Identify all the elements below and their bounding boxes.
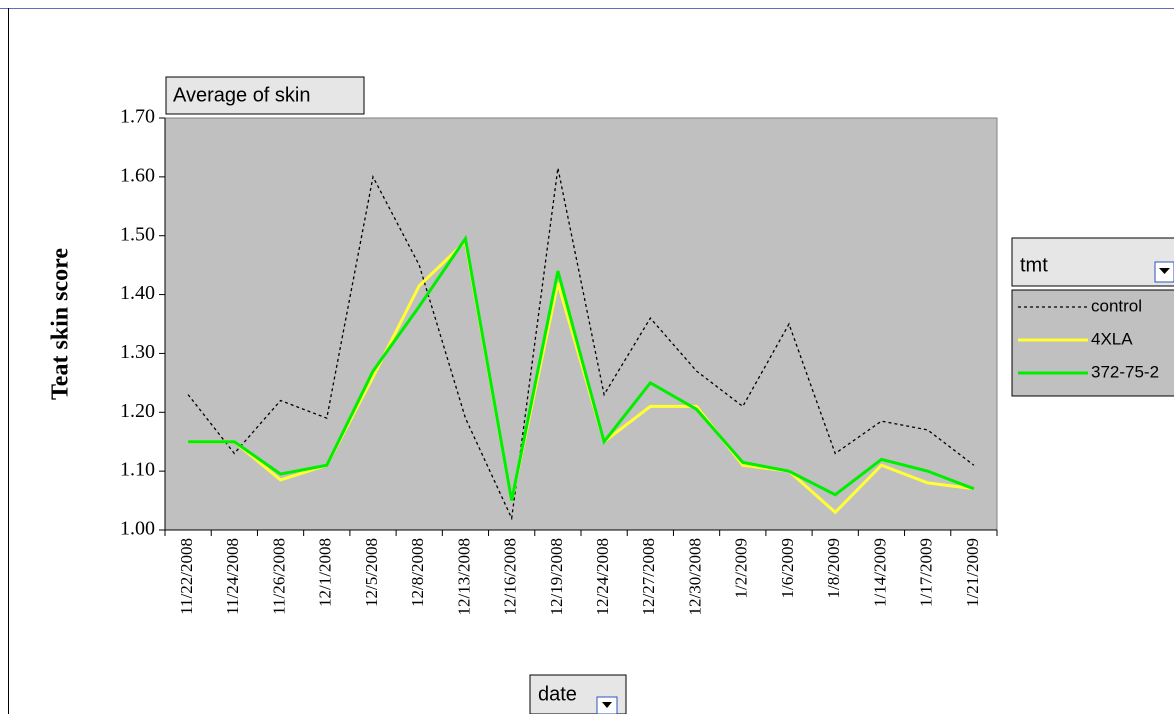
- x-field-label[interactable]: date: [538, 683, 577, 705]
- x-tick-label: 12/13/2008: [454, 538, 473, 615]
- x-tick-label: 11/24/2008: [223, 538, 242, 615]
- x-tick-label: 12/19/2008: [547, 538, 566, 615]
- series-line: [187, 167, 975, 521]
- x-tick-label: 12/1/2008: [316, 538, 335, 607]
- arrow-icon: [1159, 268, 1170, 274]
- x-tick-label: 12/27/2008: [639, 538, 658, 615]
- x-tick-label: 1/21/2009: [963, 538, 982, 607]
- y-tick-label: 1.40: [120, 282, 155, 304]
- x-tick-label: 11/26/2008: [269, 538, 288, 615]
- x-tick-label: 12/24/2008: [593, 538, 612, 615]
- x-tick-label: 1/6/2009: [778, 538, 797, 598]
- x-tick-label: 11/22/2008: [177, 538, 196, 615]
- y-tick-label: 1.30: [120, 341, 155, 363]
- arrow-icon: [602, 702, 612, 708]
- y-tick-label: 1.50: [120, 223, 155, 245]
- legend-label: 372-75-2: [1091, 362, 1159, 381]
- legend-box: [1011, 289, 1174, 397]
- data-field-button[interactable]: Average of skin: [165, 76, 365, 115]
- x-tick-label: 1/14/2009: [870, 538, 889, 607]
- x-tick-label: 12/8/2008: [408, 538, 427, 607]
- y-axis-title: Teat skin score: [48, 248, 74, 400]
- legend-label: 4XLA: [1091, 329, 1133, 348]
- x-tick-label: 1/17/2009: [917, 538, 936, 607]
- legend-title[interactable]: tmt: [1020, 254, 1048, 276]
- x-tick-label: 12/5/2008: [362, 538, 381, 607]
- y-tick-label: 1.00: [120, 518, 155, 540]
- y-tick-label: 1.20: [120, 400, 155, 422]
- y-tick-label: 1.10: [120, 459, 155, 481]
- data-field-label[interactable]: Average of skin: [173, 84, 311, 106]
- x-field-button[interactable]: date: [529, 674, 627, 714]
- legend-label: control: [1091, 296, 1142, 315]
- legend-header[interactable]: [1011, 237, 1174, 287]
- x-tick-label: 1/2/2009: [732, 538, 751, 598]
- y-tick-label: 1.70: [120, 106, 155, 128]
- x-tick-label: 12/16/2008: [501, 538, 520, 615]
- legend: tmt control 4XLA 372-75-2: [1011, 237, 1174, 397]
- x-tick-label: 1/8/2009: [824, 538, 843, 598]
- button-box[interactable]: [165, 76, 365, 115]
- x-tick-label: 12/30/2008: [685, 538, 704, 615]
- series-line: [188, 234, 975, 501]
- y-tick-label: 1.60: [120, 164, 155, 186]
